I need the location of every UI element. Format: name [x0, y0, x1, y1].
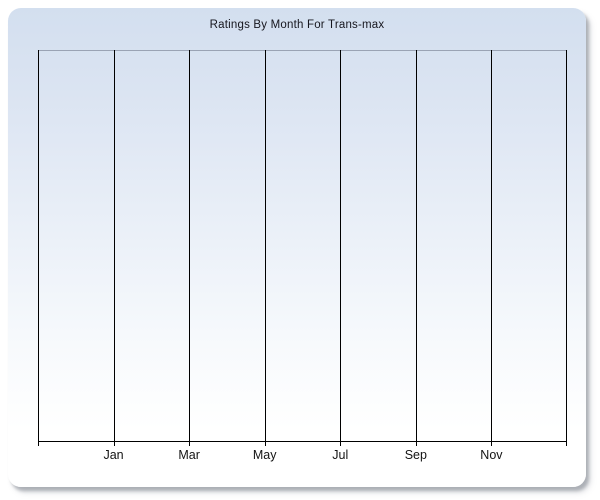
x-tick-label: Jul	[332, 448, 349, 462]
x-tick-label: Nov	[480, 448, 503, 462]
x-major-gridline	[189, 50, 191, 446]
plot-area	[38, 50, 567, 446]
x-major-gridline	[491, 50, 493, 446]
x-tick-label: Jan	[103, 448, 124, 462]
x-major-gridline	[113, 50, 115, 446]
x-tick-label: Mar	[178, 448, 200, 462]
chart-title: Ratings By Month For Trans-max	[209, 19, 385, 31]
x-tick-label: May	[252, 448, 277, 462]
x-axis-tick-labels: Jan Mar May Jul Sep Nov	[38, 448, 567, 466]
x-major-gridline	[415, 50, 417, 446]
plot-right-border	[566, 50, 567, 446]
x-major-gridline	[264, 50, 266, 446]
x-major-gridline	[340, 50, 342, 446]
x-tick-label: Sep	[404, 448, 427, 462]
y-axis-line	[38, 50, 39, 446]
chart-panel: Ratings By Month For Trans-max Jan Mar May…	[8, 8, 586, 487]
